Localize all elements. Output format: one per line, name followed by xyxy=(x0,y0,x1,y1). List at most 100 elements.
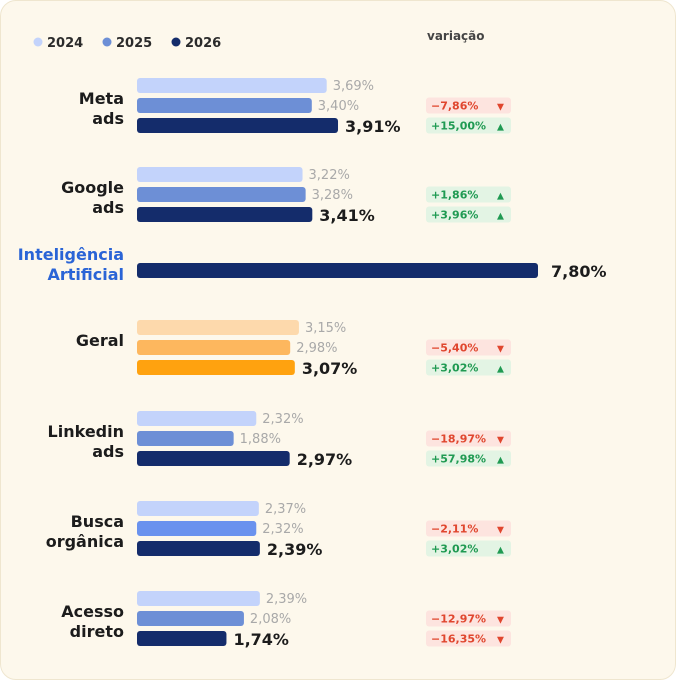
variation-down-badge: −7,86% ▼ xyxy=(426,97,511,114)
bar xyxy=(137,207,313,222)
data-label: 3,28% xyxy=(312,188,353,203)
bar xyxy=(137,263,538,278)
data-label: 1,74% xyxy=(233,630,289,649)
arrow-down-icon: ▼ xyxy=(497,436,504,446)
bar xyxy=(137,98,312,113)
category-label: Geral xyxy=(76,331,124,350)
bar xyxy=(137,411,257,426)
variation-value: +3,96% xyxy=(431,209,478,222)
legend: 2024 2025 2026 xyxy=(33,36,221,51)
category-label: ads xyxy=(92,442,124,461)
badge-background xyxy=(426,117,511,134)
data-label: 7,80% xyxy=(551,262,607,281)
variation-up-badge: +15,00% ▲ xyxy=(426,117,511,134)
data-label: 2,98% xyxy=(296,341,337,356)
variation-value: +57,98% xyxy=(431,453,486,466)
bar xyxy=(137,431,234,446)
variation-value: −16,35% xyxy=(431,633,486,646)
variation-value: +1,86% xyxy=(431,189,478,202)
arrow-up-icon: ▲ xyxy=(497,456,504,466)
badge-background xyxy=(426,339,511,356)
arrow-up-icon: ▲ xyxy=(497,192,504,202)
category-label: Acesso xyxy=(61,602,124,621)
data-label: 2,32% xyxy=(262,522,303,537)
badge-background xyxy=(426,206,511,223)
data-label: 3,22% xyxy=(309,168,350,183)
category-label: orgânica xyxy=(46,532,124,551)
bar xyxy=(137,320,299,335)
arrow-up-icon: ▲ xyxy=(497,212,504,222)
arrow-up-icon: ▲ xyxy=(497,546,504,556)
legend-label: 2026 xyxy=(185,36,221,51)
data-label: 2,97% xyxy=(297,450,353,469)
data-label: 2,39% xyxy=(267,540,323,559)
variation-up-badge: +57,98% ▲ xyxy=(426,450,511,467)
data-label: 3,41% xyxy=(319,206,375,225)
arrow-up-icon: ▲ xyxy=(497,365,504,375)
bar xyxy=(137,591,260,606)
bar xyxy=(137,631,227,646)
arrow-down-icon: ▼ xyxy=(497,636,504,646)
badge-background xyxy=(426,450,511,467)
category-label: Meta xyxy=(79,89,124,108)
badge-background xyxy=(426,630,511,647)
data-label: 2,08% xyxy=(250,612,291,627)
category-label: Inteligência xyxy=(18,245,124,264)
variation-up-badge: +1,86% ▲ xyxy=(426,186,511,203)
variation-up-badge: +3,96% ▲ xyxy=(426,206,511,223)
data-label: 2,32% xyxy=(262,412,303,427)
variation-up-badge: +3,02% ▲ xyxy=(426,540,511,557)
category-label: Google xyxy=(61,178,124,197)
badge-background xyxy=(426,540,511,557)
data-label: 2,39% xyxy=(266,592,307,607)
data-label: 3,69% xyxy=(333,79,374,94)
category-label: direto xyxy=(70,622,124,641)
badge-background xyxy=(426,430,511,447)
variation-down-badge: −12,97% ▼ xyxy=(426,610,511,627)
variation-value: −12,97% xyxy=(431,613,486,626)
bar xyxy=(137,167,303,182)
badge-background xyxy=(426,520,511,537)
bar xyxy=(137,187,306,202)
bar xyxy=(137,611,244,626)
variation-header: variação xyxy=(427,29,485,43)
bar xyxy=(137,501,259,516)
data-label: 3,91% xyxy=(345,117,401,136)
category-label: ads xyxy=(92,198,124,217)
arrow-down-icon: ▼ xyxy=(497,616,504,626)
data-label: 3,15% xyxy=(305,321,346,336)
legend-marker xyxy=(171,37,181,47)
variation-value: −2,11% xyxy=(431,523,478,536)
variation-value: −5,40% xyxy=(431,342,478,355)
legend-label: 2024 xyxy=(47,36,83,51)
arrow-down-icon: ▼ xyxy=(497,103,504,113)
category-label: Linkedin xyxy=(48,422,124,441)
bar xyxy=(137,541,260,556)
bar xyxy=(137,78,327,93)
data-label: 3,07% xyxy=(302,359,358,378)
variation-down-badge: −5,40% ▼ xyxy=(426,339,511,356)
legend-marker xyxy=(102,37,112,47)
variation-up-badge: +3,02% ▲ xyxy=(426,359,511,376)
variation-value: +15,00% xyxy=(431,120,486,133)
bar-group: Geral 3,15% 2,98% 3,07% −5,40% ▼ +3,02% ▲ xyxy=(76,320,511,378)
variation-value: +3,02% xyxy=(431,543,478,556)
badge-background xyxy=(426,97,511,114)
legend-label: 2025 xyxy=(116,36,152,51)
variation-down-badge: −16,35% ▼ xyxy=(426,630,511,647)
category-label: Busca xyxy=(71,512,124,531)
variation-down-badge: −2,11% ▼ xyxy=(426,520,511,537)
variation-value: −7,86% xyxy=(431,100,478,113)
badge-background xyxy=(426,186,511,203)
bar xyxy=(137,360,295,375)
variation-value: +3,02% xyxy=(431,362,478,375)
arrow-down-icon: ▼ xyxy=(497,526,504,536)
